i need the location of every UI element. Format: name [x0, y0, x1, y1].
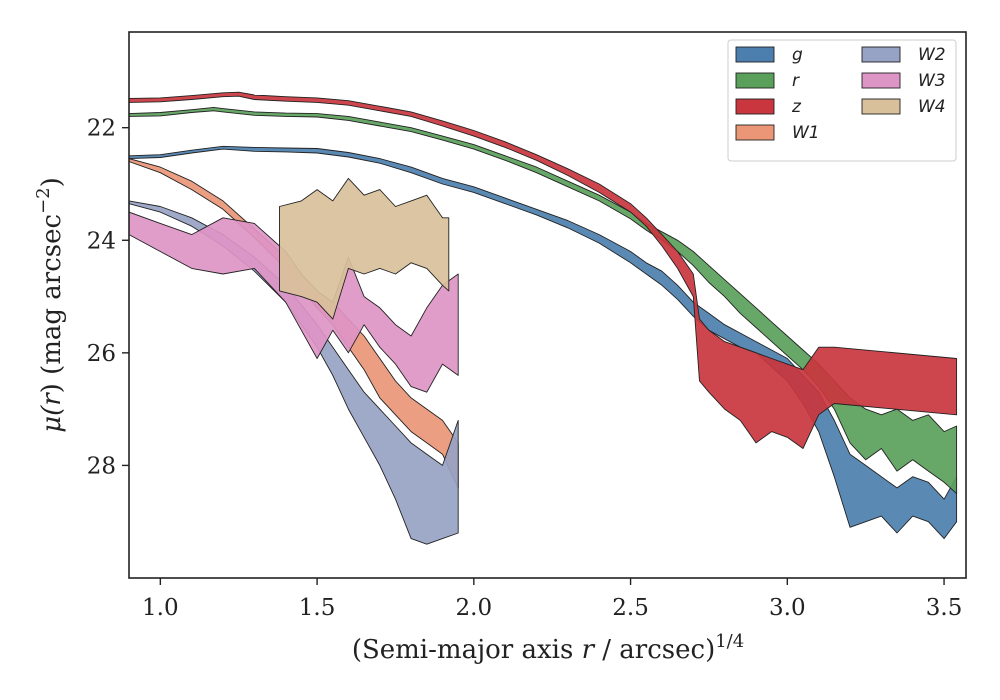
x-axis-label: (Semi-major axis r / arcsec)1/4	[352, 631, 744, 665]
legend-label-w2: W2	[918, 45, 946, 65]
legend-label-w4: W4	[918, 97, 946, 117]
legend-label-r: r	[792, 71, 800, 91]
tick-layer: 1.0 1.5 2.0 2.5 3.0 3.5 22 24 26 28	[87, 116, 963, 621]
x-tick-label: 1.5	[299, 595, 336, 621]
x-tick-label: 2.5	[612, 595, 649, 621]
y-tick-label: 28	[87, 453, 116, 479]
series-layer	[129, 91, 958, 545]
series-band-g	[129, 145, 958, 540]
x-tick-label: 2.0	[456, 595, 493, 621]
legend-label-z: z	[791, 97, 802, 117]
legend-label-w1: W1	[792, 123, 820, 143]
plot-frame	[128, 31, 967, 579]
x-tick-label: 3.5	[926, 595, 963, 621]
y-tick-label: 26	[87, 341, 116, 367]
legend-swatch-w1	[735, 124, 775, 141]
x-tick-label: 1.0	[142, 595, 179, 621]
legend-swatch-z	[735, 98, 775, 115]
legend: grz W1 W2 W3 W4	[727, 39, 957, 162]
series-band-r	[129, 106, 958, 495]
legend-swatch-r	[735, 72, 775, 89]
x-tick-label: 3.0	[769, 595, 806, 621]
y-tick-label: 22	[87, 116, 116, 142]
legend-swatch-w2	[861, 46, 901, 63]
legend-swatch-w4	[861, 98, 901, 115]
legend-swatch-g	[735, 46, 775, 63]
legend-frame	[727, 39, 957, 162]
series-band-z	[129, 91, 958, 449]
y-tick-label: 24	[87, 228, 116, 254]
series-band-w4	[279, 177, 450, 320]
legend-label-w3: W3	[918, 71, 946, 91]
legend-swatch-w3	[861, 72, 901, 89]
legend-label-g: g	[792, 45, 803, 65]
y-axis-label: μ(r) (mag arcsec−2)	[33, 177, 67, 433]
